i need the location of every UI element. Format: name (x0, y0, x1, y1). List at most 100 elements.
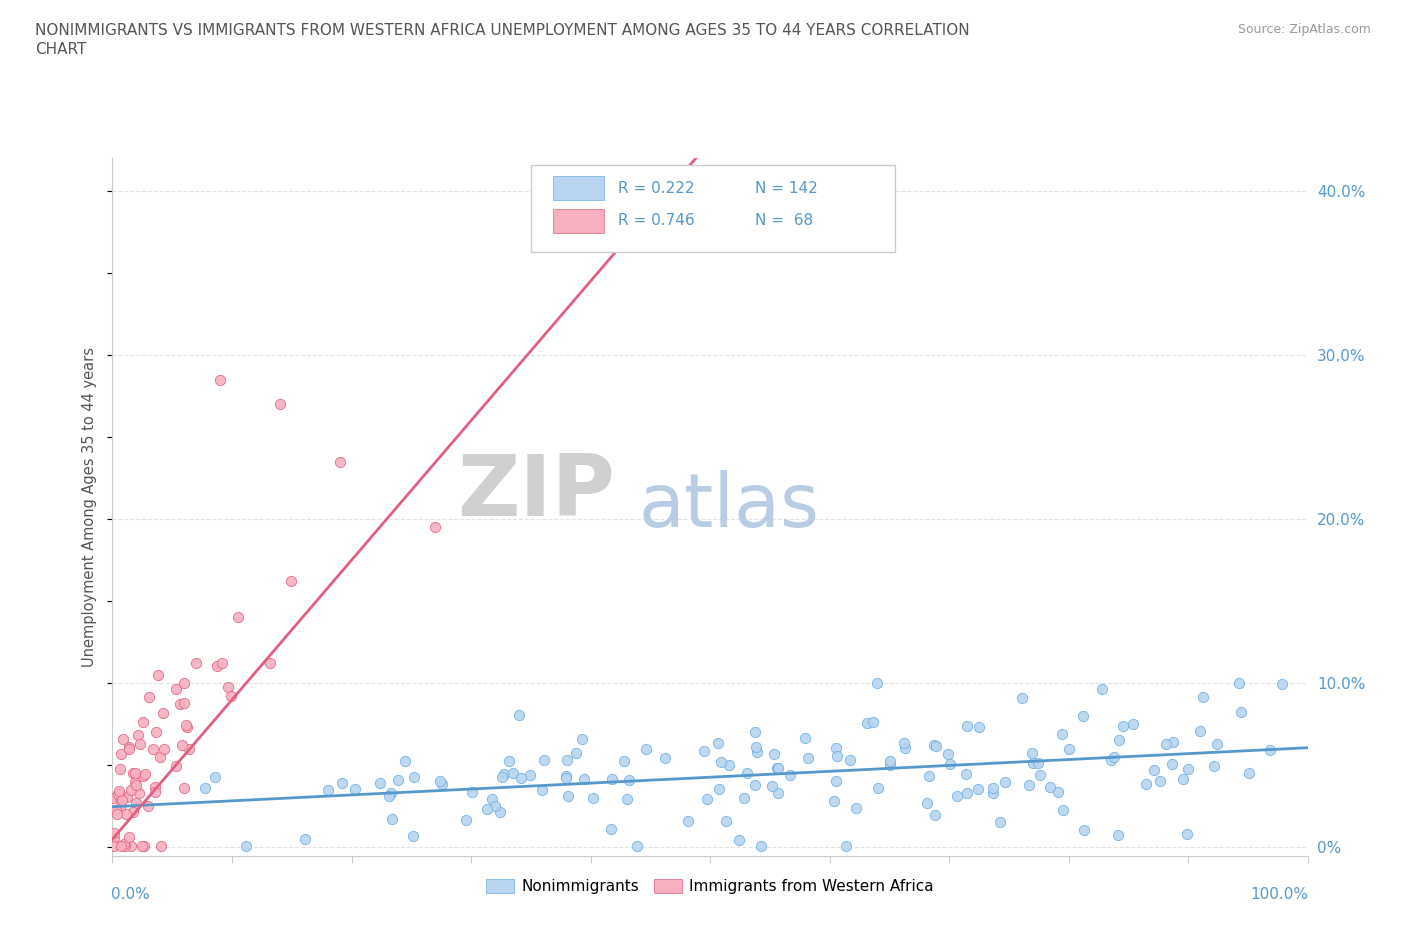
Point (108, 801, 131, 816)
Point (1102, 750, 1125, 764)
Point (557, 788, 579, 803)
Point (1071, 709, 1094, 724)
Point (988, 815, 1011, 830)
Point (519, 768, 541, 783)
Point (617, 772, 640, 787)
Point (425, 520, 447, 535)
Point (219, 688, 242, 703)
Point (1039, 779, 1062, 794)
Point (879, 758, 901, 773)
Point (138, 689, 160, 704)
Point (134, 767, 156, 782)
Point (1135, 777, 1157, 791)
Point (744, 777, 766, 792)
Point (707, 736, 730, 751)
Point (981, 781, 1004, 796)
Point (1026, 756, 1049, 771)
Point (981, 785, 1004, 800)
Point (1191, 690, 1213, 705)
Point (1206, 737, 1229, 751)
Point (838, 752, 860, 767)
Point (259, 656, 281, 671)
Point (1122, 717, 1144, 732)
Point (204, 769, 226, 784)
Point (793, 731, 815, 746)
FancyBboxPatch shape (554, 177, 603, 200)
Point (636, 741, 658, 756)
Point (378, 789, 401, 804)
Point (825, 774, 848, 789)
Point (401, 829, 423, 844)
Point (132, 714, 155, 729)
Point (114, 838, 136, 853)
Point (939, 757, 962, 772)
Text: R = 0.746: R = 0.746 (619, 213, 695, 229)
Point (1227, 676, 1250, 691)
Point (856, 715, 879, 730)
Text: atlas: atlas (638, 471, 820, 543)
Point (118, 741, 141, 756)
Point (134, 838, 156, 853)
Text: N =  68: N = 68 (755, 213, 814, 229)
Point (745, 739, 768, 754)
Point (600, 771, 623, 786)
Point (555, 752, 578, 767)
Point (173, 781, 195, 796)
Point (103, 826, 125, 841)
Point (107, 787, 129, 802)
Point (735, 765, 758, 780)
Point (1073, 822, 1095, 837)
Point (208, 372, 231, 387)
Point (613, 753, 636, 768)
Point (554, 768, 576, 783)
Point (571, 731, 593, 746)
Point (692, 744, 714, 759)
Point (862, 714, 884, 729)
Point (779, 767, 801, 782)
Point (710, 755, 733, 770)
Point (235, 838, 257, 853)
Point (165, 682, 187, 697)
Point (115, 790, 138, 804)
Point (1108, 732, 1130, 747)
Point (432, 777, 454, 791)
Point (120, 838, 142, 853)
Point (733, 791, 755, 806)
Text: Source: ZipAtlas.com: Source: ZipAtlas.com (1237, 23, 1371, 36)
Point (533, 753, 555, 768)
Point (121, 805, 143, 820)
Point (330, 775, 353, 790)
Point (211, 656, 233, 671)
Point (915, 796, 938, 811)
Point (1154, 737, 1177, 751)
Point (280, 574, 302, 589)
Point (1052, 803, 1074, 817)
Point (1160, 756, 1182, 771)
Point (626, 838, 648, 853)
Point (217, 680, 239, 695)
Point (173, 675, 195, 690)
Point (1052, 726, 1074, 741)
Point (429, 773, 451, 788)
Point (128, 786, 150, 801)
Point (718, 758, 741, 773)
Point (696, 792, 718, 807)
Point (925, 738, 948, 753)
Point (114, 806, 136, 821)
Y-axis label: Unemployment Among Ages 35 to 44 years: Unemployment Among Ages 35 to 44 years (82, 347, 97, 667)
Point (744, 725, 766, 740)
Point (111, 792, 134, 807)
Point (132, 769, 155, 784)
Point (105, 806, 128, 821)
Point (226, 609, 249, 624)
Point (955, 766, 977, 781)
Point (125, 777, 148, 792)
Point (766, 761, 789, 776)
Point (879, 753, 901, 768)
Point (745, 744, 768, 759)
Point (728, 832, 751, 847)
Point (766, 761, 789, 776)
Point (1177, 762, 1199, 777)
Point (269, 397, 291, 412)
Point (104, 803, 127, 817)
